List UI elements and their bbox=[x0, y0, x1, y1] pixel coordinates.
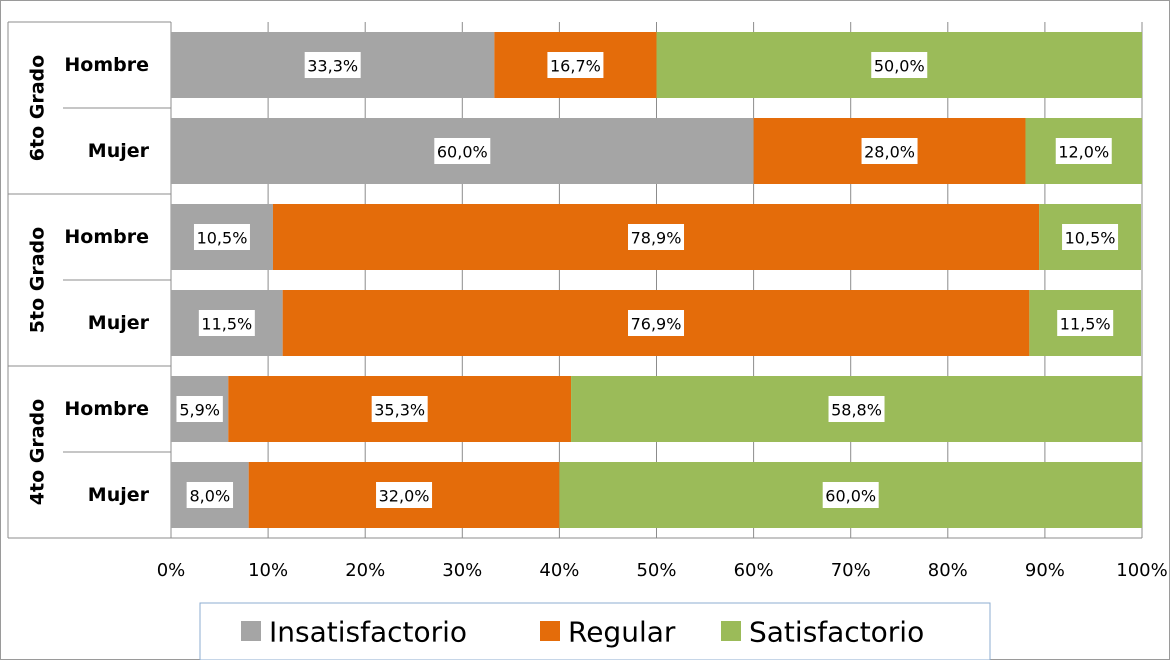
data-label-box bbox=[186, 482, 234, 508]
data-label: 60,0% bbox=[825, 487, 876, 506]
data-label: 10,5% bbox=[1065, 229, 1116, 248]
data-label: 11,5% bbox=[201, 315, 252, 334]
category-label: Hombre bbox=[64, 54, 149, 76]
data-label-box bbox=[861, 138, 918, 164]
group-label: 6to Grado bbox=[27, 55, 49, 161]
data-label-box bbox=[1055, 138, 1112, 164]
x-tick-label: 60% bbox=[734, 560, 774, 581]
group-label: 5to Grado bbox=[27, 227, 49, 333]
x-tick-label: 80% bbox=[928, 560, 968, 581]
data-label: 32,0% bbox=[379, 487, 430, 506]
data-label-box bbox=[434, 138, 491, 164]
data-label: 50,0% bbox=[874, 57, 925, 76]
category-label: Mujer bbox=[88, 484, 150, 506]
data-label-box bbox=[628, 310, 685, 336]
data-label: 12,0% bbox=[1058, 143, 1109, 162]
data-label: 28,0% bbox=[864, 143, 915, 162]
category-label: Hombre bbox=[64, 398, 149, 420]
data-label: 5,9% bbox=[179, 401, 220, 420]
legend-label: Insatisfactorio bbox=[269, 616, 467, 649]
data-label-box bbox=[871, 52, 928, 78]
group-label: 4to Grado bbox=[27, 399, 49, 505]
data-label: 78,9% bbox=[631, 229, 682, 248]
x-tick-label: 0% bbox=[157, 560, 186, 581]
category-label: Hombre bbox=[64, 226, 149, 248]
data-label-box bbox=[1057, 310, 1114, 336]
data-label: 10,5% bbox=[197, 229, 248, 248]
data-label-box bbox=[371, 396, 428, 422]
x-tick-label: 50% bbox=[636, 560, 676, 581]
data-label-box bbox=[198, 310, 255, 336]
x-tick-label: 40% bbox=[539, 560, 579, 581]
legend-box bbox=[199, 602, 991, 660]
x-tick-label: 10% bbox=[248, 560, 288, 581]
data-label-box bbox=[628, 224, 685, 250]
data-label-box bbox=[828, 396, 885, 422]
data-label: 58,8% bbox=[831, 401, 882, 420]
x-tick-label: 100% bbox=[1116, 560, 1167, 581]
legend-swatch bbox=[721, 621, 741, 641]
data-label-box bbox=[193, 224, 250, 250]
data-label-box bbox=[176, 396, 223, 422]
legend-label: Regular bbox=[568, 616, 676, 649]
legend-label: Satisfactorio bbox=[749, 616, 924, 649]
data-label: 11,5% bbox=[1060, 315, 1111, 334]
data-label-box bbox=[376, 482, 433, 508]
data-label: 60,0% bbox=[437, 143, 488, 162]
x-tick-label: 70% bbox=[831, 560, 871, 581]
data-label-box bbox=[304, 52, 361, 78]
data-label-box bbox=[822, 482, 879, 508]
category-label: Mujer bbox=[88, 312, 150, 334]
data-label: 33,3% bbox=[307, 57, 358, 76]
x-tick-label: 30% bbox=[442, 560, 482, 581]
data-label: 76,9% bbox=[631, 315, 682, 334]
data-label-box bbox=[1062, 224, 1119, 250]
data-label: 16,7% bbox=[550, 57, 601, 76]
legend-swatch bbox=[540, 621, 560, 641]
x-tick-label: 20% bbox=[345, 560, 385, 581]
data-label: 8,0% bbox=[190, 487, 231, 506]
data-label: 35,3% bbox=[374, 401, 425, 420]
x-tick-label: 90% bbox=[1025, 560, 1065, 581]
category-label: Mujer bbox=[88, 140, 150, 162]
data-label-box bbox=[547, 52, 604, 78]
legend-swatch bbox=[241, 621, 261, 641]
